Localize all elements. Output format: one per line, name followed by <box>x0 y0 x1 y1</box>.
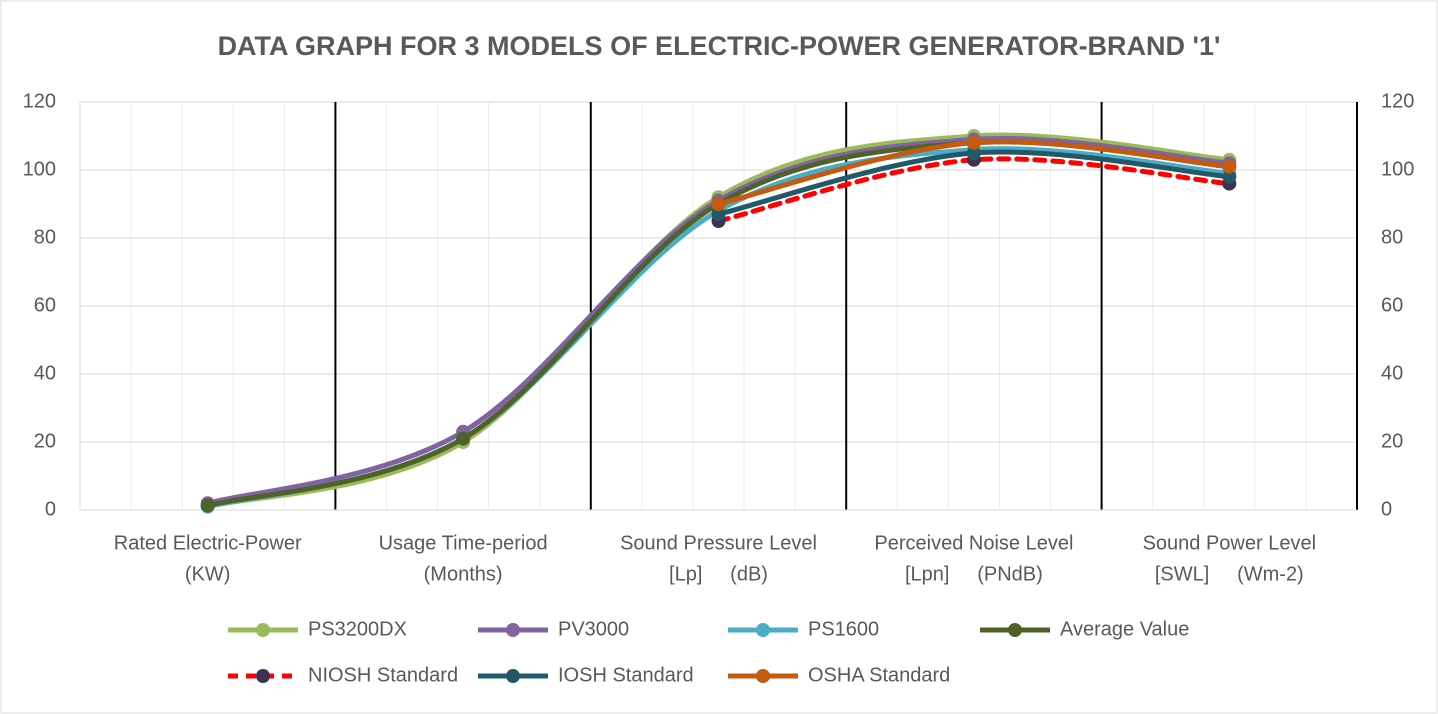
x-tick-label: Usage Time-period <box>379 532 548 554</box>
data-point <box>1222 159 1237 174</box>
y-tick-label: 60 <box>34 294 56 316</box>
x-tick-label: [Lpn] (PNdB) <box>905 563 1043 585</box>
y-tick-label: 0 <box>45 498 56 520</box>
legend-marker <box>506 623 520 637</box>
legend-marker <box>756 623 770 637</box>
chart-title: DATA GRAPH FOR 3 MODELS OF ELECTRIC-POWE… <box>218 31 1221 61</box>
legend-label: PS3200DX <box>308 618 407 640</box>
y2-tick-label: 0 <box>1381 498 1392 520</box>
y2-tick-label: 100 <box>1381 158 1414 180</box>
y2-tick-label: 20 <box>1381 430 1403 452</box>
x-tick-label: Sound Pressure Level <box>620 532 817 554</box>
data-point <box>966 146 981 160</box>
x-tick-label: (KW) <box>185 563 231 585</box>
x-tick-label: Rated Electric-Power <box>114 532 302 554</box>
data-point <box>711 197 726 211</box>
y-tick-label: 120 <box>23 90 56 112</box>
legend-marker <box>1008 623 1022 637</box>
data-point <box>1222 169 1237 184</box>
legend-label: PS1600 <box>808 618 879 640</box>
y2-tick-label: 60 <box>1381 294 1403 316</box>
y2-tick-label: 40 <box>1381 362 1403 384</box>
legend-label: Average Value <box>1060 618 1189 640</box>
data-point <box>456 431 471 446</box>
y-tick-label: 100 <box>23 158 56 180</box>
legend-label: PV3000 <box>558 618 629 640</box>
x-tick-label: [Lp] (dB) <box>669 563 768 585</box>
x-tick-label: [SWL] (Wm-2) <box>1155 563 1304 585</box>
data-point <box>711 207 726 222</box>
data-point <box>200 498 215 513</box>
legend-label: NIOSH Standard <box>308 664 458 686</box>
data-point <box>966 135 981 150</box>
y2-tick-label: 120 <box>1381 90 1414 112</box>
x-tick-label: (Months) <box>424 563 503 585</box>
x-tick-label: Perceived Noise Level <box>874 532 1073 554</box>
y-tick-label: 40 <box>34 362 56 384</box>
legend-marker <box>506 669 520 683</box>
y2-tick-label: 80 <box>1381 226 1403 248</box>
y-tick-label: 80 <box>34 226 56 248</box>
legend-marker <box>256 669 270 683</box>
x-tick-label: Sound Power Level <box>1143 532 1316 554</box>
legend-marker <box>756 669 770 683</box>
legend-label: IOSH Standard <box>558 664 694 686</box>
y-tick-label: 20 <box>34 430 56 452</box>
legend-label: OSHA Standard <box>808 664 950 686</box>
legend-marker <box>256 623 270 637</box>
